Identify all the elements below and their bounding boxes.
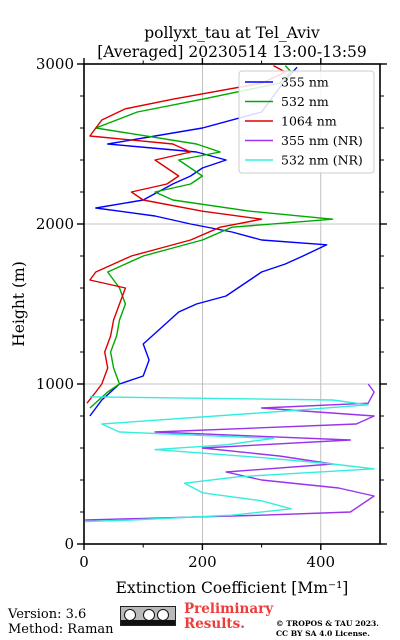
legend-entry: 532 nm [281, 94, 329, 109]
y-axis-label: Height (m) [10, 261, 28, 347]
series-line-0 [89, 66, 328, 417]
legend-box [238, 70, 375, 174]
preliminary-line-1: Preliminary [184, 601, 274, 617]
method-label: Method: Raman [8, 622, 114, 637]
chart-title: pollyxt_tau at Tel_Aviv [144, 24, 320, 42]
preliminary-line-2: Results. [184, 616, 245, 632]
y-tick-label: 2000 [36, 215, 74, 233]
version-label: Version: 3.6 [8, 607, 87, 622]
x-tick-label: 0 [79, 553, 89, 571]
copyright-line-1: © TROPOS & TAU 2023. [276, 619, 379, 628]
series-line-1 [89, 65, 334, 409]
cc-license-badge [120, 606, 176, 626]
axis-tick-labels: 0 200 400 0 1000 2000 3000 [36, 55, 335, 571]
preliminary-notice: Preliminary Results. [184, 602, 273, 632]
series-line-2 [86, 64, 286, 404]
legend-entry: 355 nm [281, 75, 329, 90]
x-axis-label: Extinction Coefficient [Mm⁻¹] [116, 579, 349, 597]
copyright-line-2: CC BY SA 4.0 License. [276, 628, 370, 638]
series-line-4 [85, 396, 375, 523]
y-tick-label: 0 [64, 535, 74, 553]
legend-entry: 532 nm (NR) [281, 153, 363, 168]
series-lines [85, 64, 375, 523]
y-tick-label: 1000 [36, 375, 74, 393]
legend: 355 nm 532 nm 1064 nm 355 nm (NR) 532 nm (NR… [238, 70, 375, 174]
legend-entry: 355 nm (NR) [281, 133, 363, 148]
x-tick-label: 400 [306, 553, 335, 571]
axis-ticks [77, 58, 387, 550]
plot-frame [83, 63, 381, 545]
y-tick-label: 3000 [36, 55, 74, 73]
series-line-3 [85, 383, 375, 521]
legend-entry: 1064 nm [281, 114, 337, 129]
chart-subtitle: [Averaged] 20230514 13:00-13:59 [97, 43, 367, 61]
x-tick-label: 200 [188, 553, 217, 571]
copyright-notice: © TROPOS & TAU 2023. CC BY SA 4.0 Licens… [276, 619, 379, 638]
